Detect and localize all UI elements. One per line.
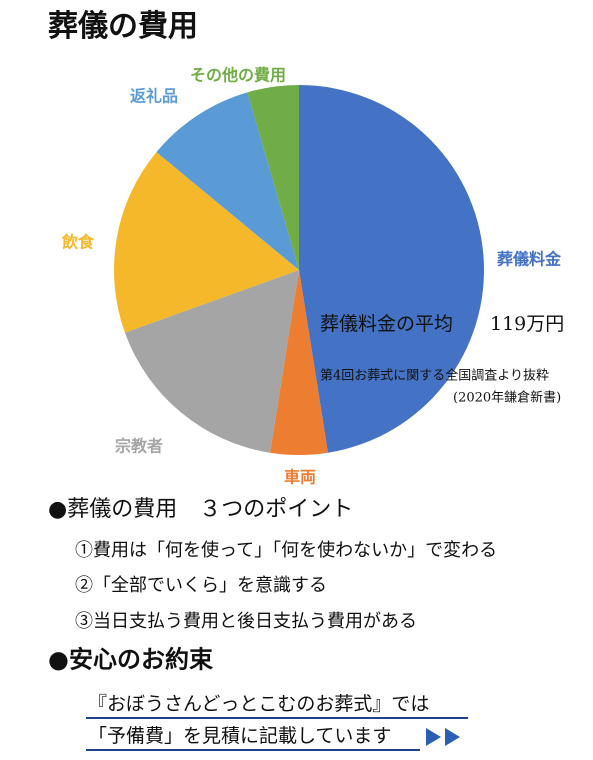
pie-slice (247, 85, 299, 270)
arrow-icon (445, 728, 460, 746)
point-item: ①費用は「何を使って」「何を使わないか」で変わる (75, 540, 497, 561)
chart-title: 葬儀の費用 (48, 9, 198, 44)
promise-line: 「予備費」を見積に記載しています (88, 725, 391, 747)
pie-slice (299, 85, 484, 453)
pie-slice (270, 270, 328, 455)
pie (114, 85, 484, 455)
annotation: 119万円 (490, 313, 564, 335)
slice-label: 返礼品 (130, 87, 178, 106)
pie-slice (114, 152, 299, 333)
slice-label: 宗教者 (115, 437, 163, 456)
annotation: 葬儀料金の平均 (320, 313, 453, 335)
slice-label: 車両 (284, 468, 316, 487)
section-heading: ●安心のお約束 (48, 645, 214, 674)
section-heading: ●葬儀の費用 ３つのポイント (48, 497, 353, 522)
slice-label: その他の費用 (190, 66, 286, 85)
source-note: 第4回お葬式に関する全国調査より抜粋 (320, 368, 549, 384)
source-note: (2020年鎌倉新書) (453, 390, 561, 406)
pie-slice (124, 270, 299, 453)
point-item: ③当日支払う費用と後日支払う費用がある (75, 611, 417, 632)
point-item: ②「全部でいくら」を意識する (75, 575, 327, 596)
slice-label: 飲食 (61, 233, 95, 252)
slice-label: 葬儀料金 (497, 250, 562, 269)
promise-line: 『おぼうさんどっとこむのお葬式』では (88, 693, 429, 715)
arrow-icon (426, 728, 441, 746)
pie-slice (156, 92, 299, 270)
